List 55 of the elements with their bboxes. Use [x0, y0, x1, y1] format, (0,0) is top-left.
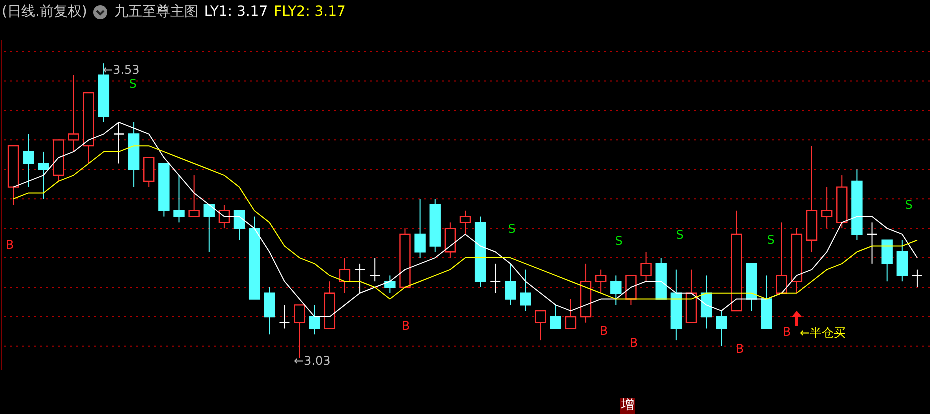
- annotation: B: [6, 238, 14, 252]
- candlestick: [535, 310, 546, 342]
- candlestick: [882, 240, 893, 282]
- chart-subtitle: 九五至尊主图: [114, 3, 198, 21]
- annotation: S: [767, 233, 775, 247]
- annotation: S: [905, 198, 913, 212]
- candlestick: [339, 258, 351, 294]
- candlestick: [821, 186, 833, 230]
- candlestick: [866, 222, 878, 264]
- candlestick: [444, 222, 456, 259]
- annotation: S: [508, 222, 516, 236]
- candlestick: [505, 263, 516, 306]
- text: 增: [620, 398, 636, 414]
- candlestick: [234, 210, 246, 241]
- candlestick: [218, 204, 230, 230]
- candlestick: [144, 157, 155, 188]
- candlestick: [23, 134, 34, 188]
- candlestick: [776, 222, 788, 294]
- text: LY1: 3.17: [204, 4, 268, 20]
- annotation: S: [615, 234, 623, 248]
- candlestick: [38, 151, 50, 200]
- annotation: B: [782, 325, 792, 339]
- candlestick: [174, 175, 185, 224]
- annotation: B: [630, 336, 638, 350]
- candlestick: [414, 198, 426, 259]
- annotation: S: [676, 228, 684, 242]
- chart-title: (日线.前复权): [2, 3, 88, 21]
- annotation: ←3.03: [294, 354, 331, 368]
- candlestick: [640, 252, 652, 282]
- candlestick: [490, 263, 502, 294]
- candlestick: [460, 210, 472, 235]
- candlestick: [384, 275, 396, 294]
- candlestick: [550, 304, 562, 330]
- annotation: B: [600, 324, 608, 338]
- annotation: B: [736, 342, 744, 356]
- candlestick: [309, 304, 320, 336]
- candlestick: [204, 204, 215, 253]
- candlestick: [610, 275, 622, 306]
- candlestick: [279, 304, 290, 330]
- candlestick: [264, 287, 276, 336]
- annotation: S: [129, 77, 137, 91]
- candlestick: [626, 275, 637, 306]
- candlestick: [188, 175, 200, 218]
- candlestick: [896, 240, 908, 282]
- candlestick: [912, 269, 924, 288]
- candlestick: [354, 263, 366, 294]
- candlestick: [565, 298, 577, 330]
- candlestick: [68, 74, 80, 152]
- annotation: ←半仓买: [800, 326, 846, 340]
- candlestick: [716, 310, 728, 347]
- candlestick: [370, 258, 381, 282]
- candlestick: [520, 269, 532, 312]
- annotation: B: [402, 319, 410, 333]
- candlestick: [595, 269, 607, 294]
- text: FLY2: 3.17: [274, 4, 346, 20]
